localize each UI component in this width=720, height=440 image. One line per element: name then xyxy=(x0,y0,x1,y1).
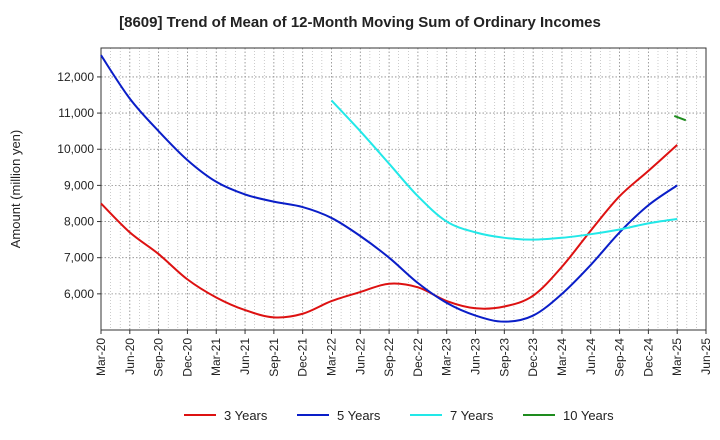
x-tick-label: Sep-20 xyxy=(152,338,166,377)
legend-label: 5 Years xyxy=(337,408,381,423)
x-axis-ticks: Mar-20 Jun-20 Sep-20 Dec-20 Mar-21 Jun-21 Sep-… xyxy=(94,330,713,377)
x-tick-label: Dec-21 xyxy=(296,338,310,377)
x-tick-label: Mar-20 xyxy=(94,338,108,376)
series-line-5-years xyxy=(100,54,678,323)
x-tick-label: Mar-24 xyxy=(555,338,569,376)
x-tick-label: Dec-23 xyxy=(526,338,540,377)
series-line-7-years xyxy=(330,99,678,241)
y-tick-label: 8,000 xyxy=(64,215,94,229)
x-tick-label: Dec-24 xyxy=(641,338,655,377)
y-axis-ticks: 6,000 7,000 8,000 9,000 10,000 11,000 12,000 xyxy=(57,70,101,301)
x-tick-label: Jun-25 xyxy=(699,338,713,375)
x-tick-label: Mar-23 xyxy=(440,338,454,376)
series-line-3-years xyxy=(100,144,678,319)
x-tick-label: Dec-22 xyxy=(411,338,425,377)
plot-frame xyxy=(100,47,707,331)
x-tick-label: Sep-23 xyxy=(497,338,511,377)
x-tick-label: Sep-22 xyxy=(382,338,396,377)
chart-title: [8609] Trend of Mean of 12-Month Moving … xyxy=(119,14,601,31)
grid-layer xyxy=(101,48,706,330)
x-tick-label: Mar-22 xyxy=(324,338,338,376)
y-tick-label: 6,000 xyxy=(64,287,94,301)
legend-label: 10 Years xyxy=(563,408,614,423)
y-tick-label: 9,000 xyxy=(64,178,94,192)
x-tick-label: Jun-24 xyxy=(584,338,598,375)
series-line-10-years xyxy=(673,115,687,122)
y-tick-label: 10,000 xyxy=(57,142,94,156)
x-tick-label: Jun-21 xyxy=(238,338,252,375)
y-tick-label: 7,000 xyxy=(64,251,94,265)
legend: 3 Years 5 Years 7 Years 10 Years xyxy=(184,408,614,423)
x-tick-label: Jun-23 xyxy=(469,338,483,375)
y-tick-label: 11,000 xyxy=(58,106,94,120)
series-layer xyxy=(100,54,687,323)
x-tick-label: Mar-25 xyxy=(670,338,684,376)
x-tick-label: Sep-21 xyxy=(267,338,281,377)
y-tick-label: 12,000 xyxy=(57,70,94,84)
x-tick-label: Mar-21 xyxy=(209,338,223,376)
x-tick-label: Dec-20 xyxy=(180,338,194,377)
y-axis-label: Amount (million yen) xyxy=(8,130,23,249)
legend-label: 7 Years xyxy=(450,408,494,423)
legend-label: 3 Years xyxy=(224,408,268,423)
x-tick-label: Jun-22 xyxy=(353,338,367,375)
x-tick-label: Jun-20 xyxy=(123,338,137,375)
x-tick-label: Sep-24 xyxy=(613,338,627,377)
